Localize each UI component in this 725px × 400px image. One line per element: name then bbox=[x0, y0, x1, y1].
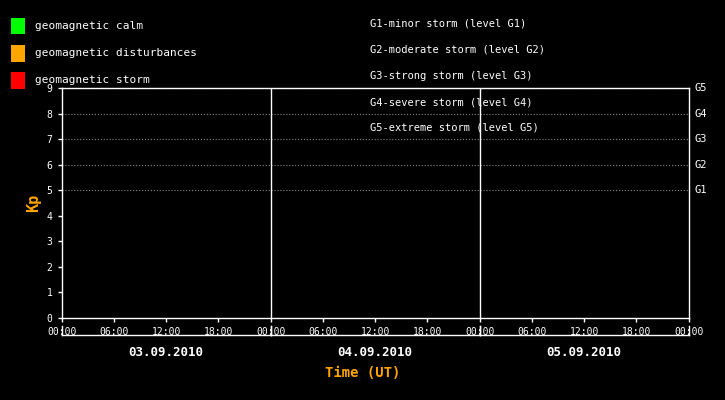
Text: 03.09.2010: 03.09.2010 bbox=[128, 346, 204, 358]
Text: G2: G2 bbox=[695, 160, 707, 170]
Text: G1-minor storm (level G1): G1-minor storm (level G1) bbox=[370, 19, 526, 29]
Text: Time (UT): Time (UT) bbox=[325, 366, 400, 380]
Text: G1: G1 bbox=[695, 185, 707, 195]
Text: geomagnetic storm: geomagnetic storm bbox=[35, 75, 149, 85]
Text: geomagnetic disturbances: geomagnetic disturbances bbox=[35, 48, 196, 58]
Text: G5-extreme storm (level G5): G5-extreme storm (level G5) bbox=[370, 123, 539, 133]
Text: G4-severe storm (level G4): G4-severe storm (level G4) bbox=[370, 97, 532, 107]
Text: G4: G4 bbox=[695, 108, 707, 118]
Text: 04.09.2010: 04.09.2010 bbox=[338, 346, 413, 358]
Text: 05.09.2010: 05.09.2010 bbox=[547, 346, 622, 358]
Text: G5: G5 bbox=[695, 83, 707, 93]
Text: geomagnetic calm: geomagnetic calm bbox=[35, 21, 143, 31]
Y-axis label: Kp: Kp bbox=[26, 194, 41, 212]
Text: G3-strong storm (level G3): G3-strong storm (level G3) bbox=[370, 71, 532, 81]
Text: G3: G3 bbox=[695, 134, 707, 144]
Text: G2-moderate storm (level G2): G2-moderate storm (level G2) bbox=[370, 45, 544, 55]
